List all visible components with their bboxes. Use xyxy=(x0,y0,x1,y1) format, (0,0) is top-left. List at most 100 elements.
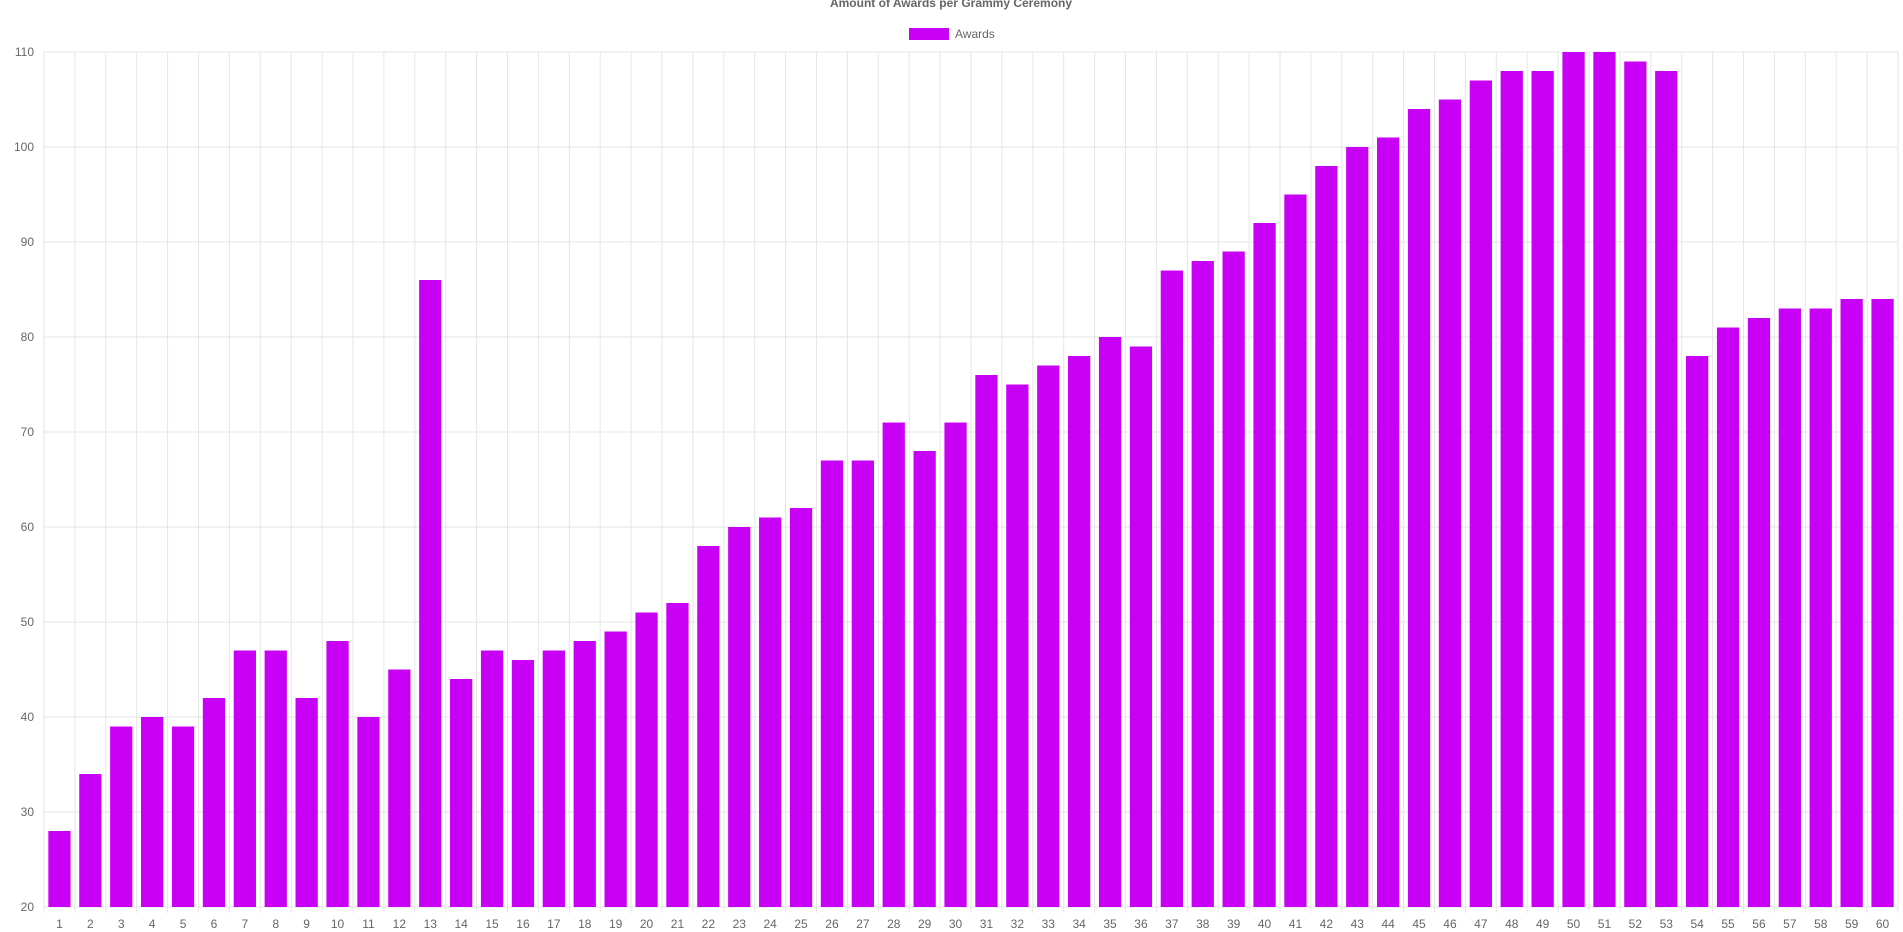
y-tick-label: 40 xyxy=(21,710,35,724)
x-tick-label: 4 xyxy=(149,917,156,931)
bar-31[interactable] xyxy=(975,375,998,907)
x-tick-label: 41 xyxy=(1289,917,1303,931)
bar-15[interactable] xyxy=(480,650,504,908)
bar-56[interactable] xyxy=(1747,318,1771,907)
x-tick-label: 23 xyxy=(733,917,747,931)
bar-5[interactable] xyxy=(171,726,195,908)
x-tick-label: 36 xyxy=(1134,917,1148,931)
bar-21[interactable] xyxy=(666,603,689,907)
bar-29[interactable] xyxy=(913,451,936,907)
bar-38[interactable] xyxy=(1191,261,1214,907)
x-tick-label: 40 xyxy=(1258,917,1272,931)
bar-7[interactable] xyxy=(233,650,256,908)
x-tick-label: 31 xyxy=(980,917,994,931)
x-tick-label: 57 xyxy=(1783,917,1797,931)
x-tick-label: 9 xyxy=(303,917,310,931)
x-tick-label: 30 xyxy=(949,917,963,931)
bar-10[interactable] xyxy=(326,641,349,907)
bar-51[interactable] xyxy=(1593,52,1616,907)
x-tick-label: 34 xyxy=(1072,917,1086,931)
bar-3[interactable] xyxy=(110,726,133,908)
bar-22[interactable] xyxy=(697,546,720,907)
x-tick-label: 10 xyxy=(331,917,345,931)
x-tick-label: 17 xyxy=(547,917,561,931)
bar-9[interactable] xyxy=(295,698,318,907)
x-tick-label: 51 xyxy=(1598,917,1612,931)
bar-43[interactable] xyxy=(1346,147,1369,907)
x-tick-label: 24 xyxy=(763,917,777,931)
bar-49[interactable] xyxy=(1531,71,1554,907)
x-tick-label: 3 xyxy=(118,917,125,931)
bar-41[interactable] xyxy=(1284,194,1307,908)
bar-59[interactable] xyxy=(1840,299,1863,907)
bar-6[interactable] xyxy=(202,698,226,907)
bar-44[interactable] xyxy=(1377,137,1400,908)
x-tick-label: 47 xyxy=(1474,917,1488,931)
bar-19[interactable] xyxy=(604,631,627,908)
x-tick-label: 29 xyxy=(918,917,932,931)
x-tick-label: 60 xyxy=(1876,917,1890,931)
x-tick-label: 16 xyxy=(516,917,530,931)
bar-17[interactable] xyxy=(542,650,565,908)
x-tick-label: 50 xyxy=(1567,917,1581,931)
bar-48[interactable] xyxy=(1500,71,1523,907)
x-tick-label: 1 xyxy=(56,917,63,931)
y-tick-label: 90 xyxy=(21,235,35,249)
bar-46[interactable] xyxy=(1438,99,1462,908)
bar-55[interactable] xyxy=(1716,327,1740,908)
bar-42[interactable] xyxy=(1315,166,1338,907)
bar-52[interactable] xyxy=(1624,61,1647,908)
x-tick-label: 28 xyxy=(887,917,901,931)
bar-23[interactable] xyxy=(728,527,751,907)
bar-8[interactable] xyxy=(264,650,287,908)
x-tick-label: 42 xyxy=(1320,917,1334,931)
bar-25[interactable] xyxy=(789,508,813,907)
x-tick-label: 43 xyxy=(1351,917,1365,931)
x-axis: 1 2 3 4 5 6 7 8 9 10 11 12 13 14 15 16 17 18 19 20 21 22 23 24 2… xyxy=(56,917,1889,931)
bar-47[interactable] xyxy=(1469,80,1492,908)
bar-36[interactable] xyxy=(1129,346,1153,908)
bar-11[interactable] xyxy=(357,717,380,907)
bar-39[interactable] xyxy=(1222,251,1245,908)
x-tick-label: 26 xyxy=(825,917,839,931)
bar-33[interactable] xyxy=(1037,365,1060,908)
x-tick-label: 20 xyxy=(640,917,654,931)
bar-28[interactable] xyxy=(882,422,905,908)
bar-35[interactable] xyxy=(1098,337,1122,907)
bar-4[interactable] xyxy=(141,717,164,907)
x-tick-label: 53 xyxy=(1660,917,1674,931)
y-tick-label: 100 xyxy=(14,140,34,154)
bar-18[interactable] xyxy=(573,641,596,907)
bar-16[interactable] xyxy=(511,660,535,907)
bar-27[interactable] xyxy=(851,460,874,908)
bar-53[interactable] xyxy=(1655,71,1678,907)
x-tick-label: 22 xyxy=(702,917,716,931)
bar-2[interactable] xyxy=(79,774,102,907)
bar-1[interactable] xyxy=(48,831,71,907)
x-tick-label: 6 xyxy=(211,917,218,931)
bar-50[interactable] xyxy=(1562,52,1585,907)
bar-24[interactable] xyxy=(759,517,782,908)
bar-12[interactable] xyxy=(388,669,411,908)
legend-swatch xyxy=(909,28,949,40)
bar-14[interactable] xyxy=(450,679,473,907)
bar-37[interactable] xyxy=(1160,270,1183,908)
bar-58[interactable] xyxy=(1809,308,1832,908)
bar-45[interactable] xyxy=(1407,109,1431,907)
bar-13[interactable] xyxy=(419,280,442,907)
x-tick-label: 33 xyxy=(1042,917,1056,931)
bar-32[interactable] xyxy=(1006,384,1029,908)
bar-26[interactable] xyxy=(820,460,844,908)
bar-20[interactable] xyxy=(635,612,658,908)
bar-34[interactable] xyxy=(1068,356,1091,907)
bar-40[interactable] xyxy=(1253,223,1276,907)
x-tick-label: 55 xyxy=(1721,917,1735,931)
grid xyxy=(43,51,1899,913)
legend[interactable]: Awards xyxy=(909,27,995,41)
bar-54[interactable] xyxy=(1686,356,1709,907)
bar-30[interactable] xyxy=(944,422,967,908)
bar-57[interactable] xyxy=(1778,308,1801,908)
x-tick-label: 2 xyxy=(87,917,94,931)
bar-60[interactable] xyxy=(1871,299,1894,907)
